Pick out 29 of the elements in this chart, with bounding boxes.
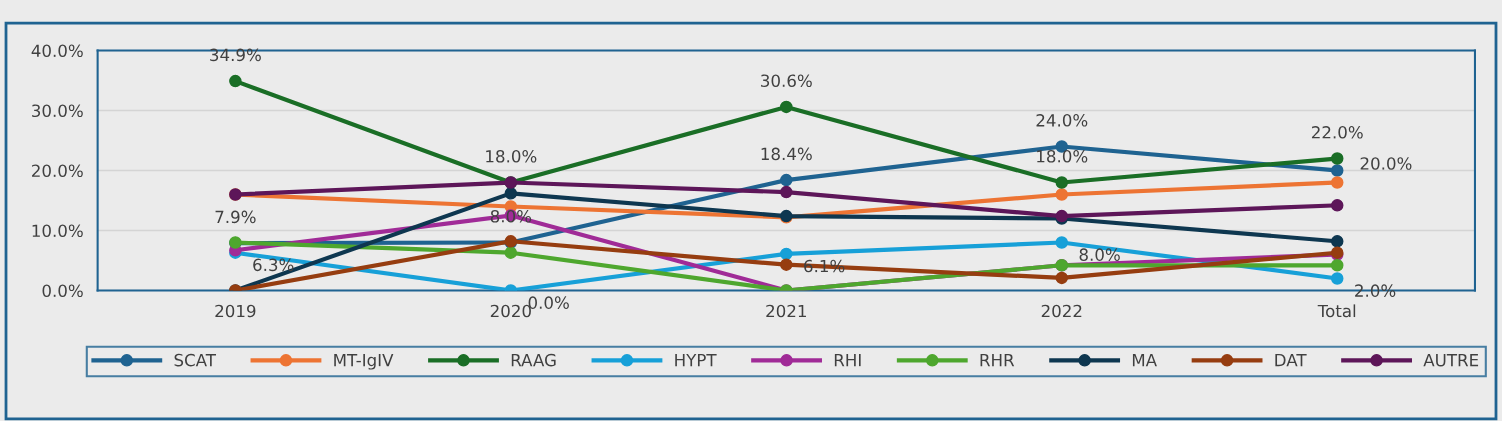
x-tick-label: 2022 [1041, 304, 1082, 318]
y-tick-label: 0.0% [42, 284, 83, 298]
y-tick-label: 30.0% [32, 104, 83, 118]
legend-label: RHR [980, 354, 1015, 367]
legend-label: RAAG [511, 353, 556, 367]
x-tick-label: Total [1317, 304, 1356, 318]
data-label: 20.0% [1360, 157, 1412, 170]
data-label: 18.0% [1037, 150, 1088, 163]
data-label: 7.9% [215, 210, 256, 224]
data-label: 24.0% [1036, 114, 1088, 127]
data-label: 30.6% [761, 74, 812, 88]
data-label: 22.0% [1311, 126, 1363, 139]
legend-label: DAT [1275, 354, 1307, 367]
data-label: 34.9% [210, 48, 261, 62]
data-label: 6.3% [253, 258, 294, 272]
legend-label: RHI [834, 354, 861, 367]
x-tick-label: 2019 [215, 304, 256, 318]
data-label: 18.4% [761, 147, 812, 161]
data-label: 8.0% [1079, 248, 1120, 261]
legend-label: HYPT [675, 354, 717, 367]
legend-label: MA [1132, 354, 1157, 367]
legend-label: SCAT [174, 353, 217, 367]
data-label: 18.0% [486, 150, 537, 163]
legend-label: MT-IgIV [334, 354, 394, 370]
y-tick-label: 20.0% [32, 164, 83, 178]
y-tick-label: 10.0% [32, 224, 83, 238]
legend-label: AUTRE [1423, 354, 1479, 367]
x-tick-label: 2021 [766, 304, 806, 318]
y-tick-label: 40.0% [31, 44, 83, 58]
